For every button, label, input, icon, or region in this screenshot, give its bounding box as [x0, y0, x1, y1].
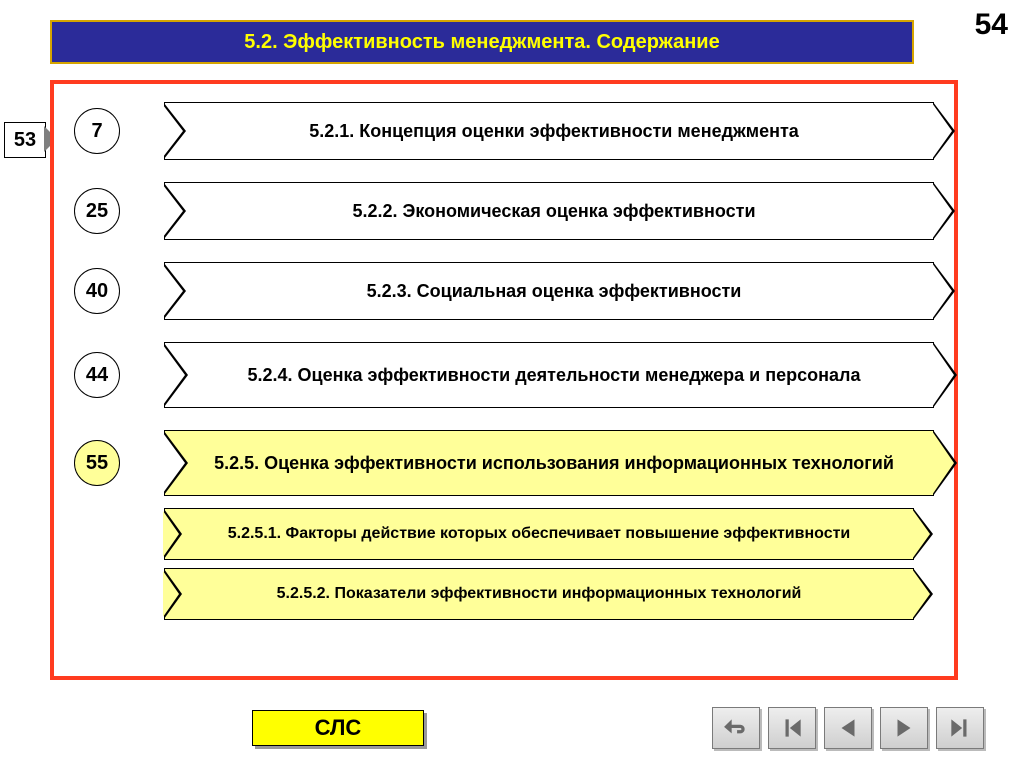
page-ref-circle[interactable]: 44 [74, 352, 120, 398]
toc-item-label: 5.2.4. Оценка эффективности деятельности… [248, 365, 861, 386]
page-ref-number: 40 [86, 280, 108, 303]
toc-sub-item[interactable]: 5.2.5.1. Факторы действие которых обеспе… [164, 508, 914, 560]
page-ref-number: 44 [86, 364, 108, 387]
nav-bar: СЛС [0, 703, 1024, 753]
page-ref-circle[interactable]: 40 [74, 268, 120, 314]
prev-icon [835, 715, 861, 741]
page-number: 54 [975, 8, 1008, 42]
toc-item-label: 5.2.3. Социальная оценка эффективности [367, 281, 742, 302]
title-text: 5.2. Эффективность менеджмента. Содержан… [244, 31, 719, 54]
prev-page-number: 53 [14, 129, 36, 152]
title-bar: 5.2. Эффективность менеджмента. Содержан… [50, 20, 914, 64]
content-frame: 7 5.2.1. Концепция оценки эффективности … [50, 80, 958, 680]
page-ref-circle[interactable]: 7 [74, 108, 120, 154]
page-ref-circle[interactable]: 55 [74, 440, 120, 486]
toc-item-current[interactable]: 5.2.5. Оценка эффективности использовани… [164, 430, 934, 496]
toc-item-label: 5.2.5. Оценка эффективности использовани… [214, 453, 894, 474]
sls-label: СЛС [315, 715, 362, 741]
toc-item-label: 5.2.2. Экономическая оценка эффективност… [352, 201, 755, 222]
return-icon [723, 715, 749, 741]
prev-page-tab[interactable]: 53 [4, 122, 46, 158]
page-ref-number: 25 [86, 200, 108, 223]
nav-prev-button[interactable] [824, 707, 872, 749]
nav-next-button[interactable] [880, 707, 928, 749]
toc-sub-item-label: 5.2.5.1. Факторы действие которых обеспе… [228, 525, 851, 543]
sls-button[interactable]: СЛС [252, 710, 424, 746]
toc-item[interactable]: 5.2.2. Экономическая оценка эффективност… [164, 182, 934, 240]
nav-first-button[interactable] [768, 707, 816, 749]
toc-item[interactable]: 5.2.1. Концепция оценки эффективности ме… [164, 102, 934, 160]
page-ref-number: 55 [86, 452, 108, 475]
first-icon [779, 715, 805, 741]
next-icon [891, 715, 917, 741]
toc-sub-item[interactable]: 5.2.5.2. Показатели эффективности информ… [164, 568, 914, 620]
last-icon [947, 715, 973, 741]
page-ref-circle[interactable]: 25 [74, 188, 120, 234]
nav-return-button[interactable] [712, 707, 760, 749]
toc-item[interactable]: 5.2.4. Оценка эффективности деятельности… [164, 342, 934, 408]
page-ref-number: 7 [91, 120, 102, 143]
toc-item[interactable]: 5.2.3. Социальная оценка эффективности [164, 262, 934, 320]
nav-last-button[interactable] [936, 707, 984, 749]
toc-sub-item-label: 5.2.5.2. Показатели эффективности информ… [277, 585, 802, 603]
toc-item-label: 5.2.1. Концепция оценки эффективности ме… [309, 121, 799, 142]
